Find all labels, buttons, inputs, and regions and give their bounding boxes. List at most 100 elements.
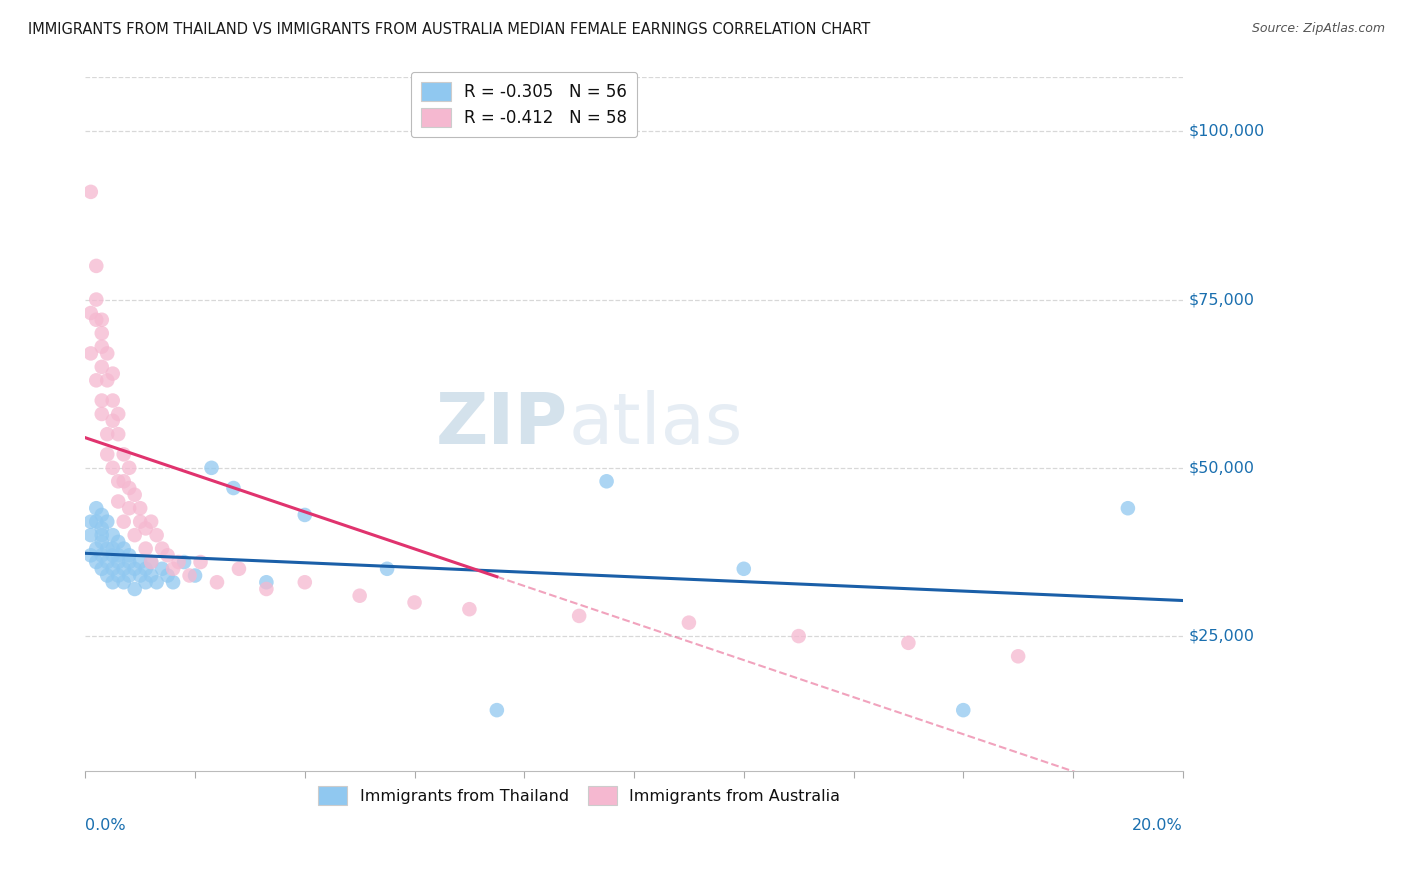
Point xyxy=(112,447,135,461)
Point xyxy=(145,575,167,590)
Point xyxy=(145,528,167,542)
Point xyxy=(90,340,112,354)
Text: $100,000: $100,000 xyxy=(1188,124,1264,139)
Text: $50,000: $50,000 xyxy=(1188,460,1254,475)
Point xyxy=(112,575,135,590)
Point xyxy=(96,427,118,442)
Point xyxy=(952,703,974,717)
Point xyxy=(96,346,118,360)
Point xyxy=(200,460,222,475)
Point xyxy=(84,259,107,273)
Point xyxy=(118,501,141,516)
Point xyxy=(80,346,103,360)
Point xyxy=(141,555,163,569)
Text: IMMIGRANTS FROM THAILAND VS IMMIGRANTS FROM AUSTRALIA MEDIAN FEMALE EARNINGS COR: IMMIGRANTS FROM THAILAND VS IMMIGRANTS F… xyxy=(28,22,870,37)
Point xyxy=(167,555,190,569)
Point xyxy=(80,185,103,199)
Point xyxy=(595,475,617,489)
Point xyxy=(129,568,152,582)
Point xyxy=(150,562,173,576)
Point xyxy=(96,541,118,556)
Point xyxy=(84,515,107,529)
Point xyxy=(90,508,112,522)
Point xyxy=(118,549,141,563)
Point xyxy=(96,447,118,461)
Point xyxy=(107,427,129,442)
Point xyxy=(141,555,163,569)
Text: 20.0%: 20.0% xyxy=(1132,818,1182,833)
Point xyxy=(101,460,124,475)
Point xyxy=(112,515,135,529)
Point xyxy=(141,568,163,582)
Point xyxy=(90,359,112,374)
Point xyxy=(733,562,755,576)
Point xyxy=(84,501,107,516)
Point xyxy=(107,534,129,549)
Point xyxy=(190,555,212,569)
Point xyxy=(107,549,129,563)
Point xyxy=(135,541,157,556)
Point xyxy=(90,393,112,408)
Point xyxy=(107,568,129,582)
Point xyxy=(228,562,250,576)
Point xyxy=(124,582,146,596)
Point xyxy=(173,555,195,569)
Point xyxy=(349,589,371,603)
Point xyxy=(101,575,124,590)
Point xyxy=(156,549,179,563)
Point xyxy=(101,367,124,381)
Point xyxy=(156,568,179,582)
Point xyxy=(375,562,398,576)
Text: 0.0%: 0.0% xyxy=(86,818,127,833)
Point xyxy=(90,312,112,326)
Point xyxy=(96,568,118,582)
Point xyxy=(80,549,103,563)
Point xyxy=(107,494,129,508)
Legend: Immigrants from Thailand, Immigrants from Australia: Immigrants from Thailand, Immigrants fro… xyxy=(312,780,846,811)
Point xyxy=(1116,501,1139,516)
Point xyxy=(458,602,481,616)
Point xyxy=(84,293,107,307)
Point xyxy=(112,541,135,556)
Point xyxy=(118,481,141,495)
Point xyxy=(101,549,124,563)
Point xyxy=(485,703,508,717)
Point xyxy=(101,414,124,428)
Point xyxy=(135,562,157,576)
Point xyxy=(112,475,135,489)
Point xyxy=(205,575,228,590)
Point xyxy=(150,541,173,556)
Point xyxy=(141,515,163,529)
Point xyxy=(129,515,152,529)
Point xyxy=(897,636,920,650)
Point xyxy=(135,521,157,535)
Point xyxy=(787,629,810,643)
Point xyxy=(568,608,591,623)
Point xyxy=(96,373,118,387)
Point xyxy=(129,501,152,516)
Point xyxy=(678,615,700,630)
Point xyxy=(118,555,141,569)
Point xyxy=(118,568,141,582)
Point xyxy=(124,488,146,502)
Point xyxy=(101,393,124,408)
Point xyxy=(124,528,146,542)
Point xyxy=(124,562,146,576)
Point xyxy=(84,312,107,326)
Point xyxy=(107,555,129,569)
Text: $75,000: $75,000 xyxy=(1188,292,1254,307)
Point xyxy=(107,407,129,421)
Point xyxy=(90,562,112,576)
Text: atlas: atlas xyxy=(568,390,742,458)
Point xyxy=(222,481,245,495)
Point xyxy=(179,568,201,582)
Text: $25,000: $25,000 xyxy=(1188,629,1254,644)
Point xyxy=(96,515,118,529)
Point xyxy=(254,582,277,596)
Point xyxy=(90,407,112,421)
Point xyxy=(162,562,184,576)
Point xyxy=(112,562,135,576)
Point xyxy=(84,373,107,387)
Text: ZIP: ZIP xyxy=(436,390,568,458)
Point xyxy=(90,534,112,549)
